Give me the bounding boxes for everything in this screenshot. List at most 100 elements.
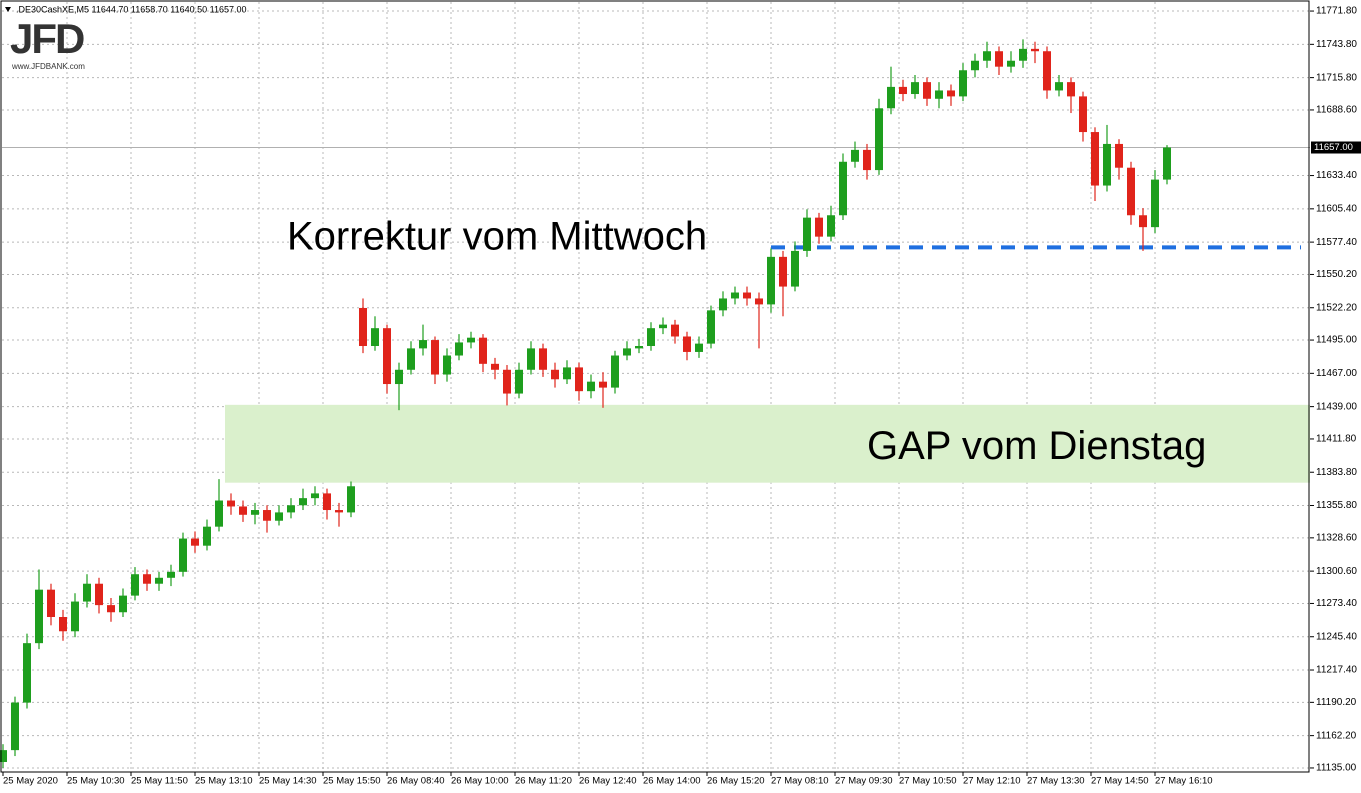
y-tick-label: 11328.60	[1316, 532, 1357, 543]
candle-body	[659, 324, 667, 329]
candle-body	[587, 381, 595, 392]
candle-body	[719, 298, 727, 311]
y-tick-label: 11495.00	[1316, 335, 1357, 346]
candle-body	[71, 601, 79, 632]
candle-body	[1127, 167, 1135, 216]
candle-body	[419, 340, 427, 349]
x-tick-label: 25 May 15:50	[323, 776, 381, 787]
x-tick-label: 27 May 08:10	[771, 776, 829, 787]
candle-body	[743, 292, 751, 299]
candle-body	[1055, 82, 1063, 91]
candle-body	[11, 702, 19, 751]
candle-body	[851, 149, 859, 162]
candle-body	[563, 367, 571, 380]
candle-body	[623, 348, 631, 356]
candle-body	[215, 500, 223, 527]
candle-body	[815, 217, 823, 237]
candle-body	[527, 348, 535, 370]
candle-body	[155, 577, 163, 584]
y-tick-label: 11743.80	[1316, 39, 1357, 50]
x-tick-label: 26 May 14:00	[643, 776, 701, 787]
y-tick-label: 11605.40	[1316, 203, 1357, 214]
candle-body	[1031, 48, 1039, 52]
candle-body	[503, 369, 511, 394]
candle-body	[239, 506, 247, 515]
y-tick-label: 11190.20	[1316, 697, 1357, 708]
candle-body	[275, 512, 283, 521]
candle-body	[479, 337, 487, 364]
gap-zone	[225, 404, 1310, 483]
candle-body	[467, 337, 475, 343]
candle-body	[167, 571, 175, 578]
candle-body	[287, 505, 295, 513]
x-tick-label: 27 May 13:30	[1027, 776, 1085, 787]
candle-body	[23, 643, 31, 703]
candle-body	[683, 336, 691, 352]
y-tick-label: 11439.00	[1316, 401, 1357, 412]
candle-body	[131, 574, 139, 596]
logo: JFD	[10, 15, 84, 62]
annotation: GAP vom Dienstag	[867, 424, 1206, 468]
y-tick-label: 11217.40	[1316, 665, 1357, 676]
plot	[0, 39, 1310, 768]
candle-body	[347, 486, 355, 513]
x-tick-label: 27 May 14:50	[1091, 776, 1149, 787]
current-price-label: 11657.00	[1314, 142, 1353, 153]
candle-body	[935, 90, 943, 99]
y-tick-label: 11633.40	[1316, 170, 1357, 181]
candle-body	[59, 617, 67, 632]
candle-body	[227, 500, 235, 507]
y-tick-label: 11273.40	[1316, 598, 1357, 609]
candle-body	[1067, 82, 1075, 97]
candle-body	[791, 250, 799, 287]
candle-body	[515, 369, 523, 394]
candle-body	[1079, 96, 1087, 133]
candle-body	[707, 310, 715, 344]
candle-body	[635, 346, 643, 349]
x-tick-label: 25 May 11:50	[131, 776, 188, 787]
y-tick-label: 11300.60	[1316, 566, 1357, 577]
y-tick-label: 11383.80	[1316, 467, 1357, 478]
y-tick-label: 11577.40	[1316, 237, 1357, 248]
candle-body	[395, 369, 403, 385]
x-tick-label: 27 May 16:10	[1155, 776, 1213, 787]
x-tick-label: 27 May 12:10	[963, 776, 1021, 787]
candle-body	[359, 307, 367, 347]
candle-body	[911, 82, 919, 95]
candle-body	[959, 70, 967, 97]
candle-body	[923, 82, 931, 99]
candle-body	[1163, 147, 1171, 180]
candle-body	[1091, 132, 1099, 186]
candle-body	[47, 589, 55, 618]
candle-body	[443, 355, 451, 375]
y-tick-label: 11135.00	[1316, 763, 1357, 774]
candle-body	[731, 292, 739, 299]
current-price-box	[1311, 141, 1361, 154]
candle-body	[371, 328, 379, 347]
candle-body	[83, 583, 91, 602]
candle-body	[1007, 60, 1015, 67]
plot-frame	[0, 0, 1310, 773]
header-arrow	[5, 7, 11, 12]
candle-body	[431, 340, 439, 375]
candle-body	[251, 510, 259, 515]
y-tick-label: 11771.80	[1316, 6, 1357, 17]
y-tick-label: 11467.00	[1316, 368, 1357, 379]
y-tick-label: 11355.80	[1316, 500, 1357, 511]
y-tick-label: 11522.20	[1316, 302, 1357, 313]
candle-body	[875, 108, 883, 171]
candle-body	[383, 328, 391, 385]
candle-body	[95, 583, 103, 606]
candle-body	[1115, 143, 1123, 168]
candle-body	[767, 256, 775, 305]
logo-url: www.JFDBANK.com	[11, 62, 85, 71]
y-tick-label: 11411.80	[1316, 434, 1357, 445]
candle-body	[647, 328, 655, 347]
x-tick-label: 27 May 09:30	[835, 776, 893, 787]
candle-body	[1019, 48, 1027, 61]
candle-body	[551, 369, 559, 380]
candle-body	[803, 217, 811, 251]
candle-body	[887, 86, 895, 109]
candle-body	[839, 161, 847, 216]
